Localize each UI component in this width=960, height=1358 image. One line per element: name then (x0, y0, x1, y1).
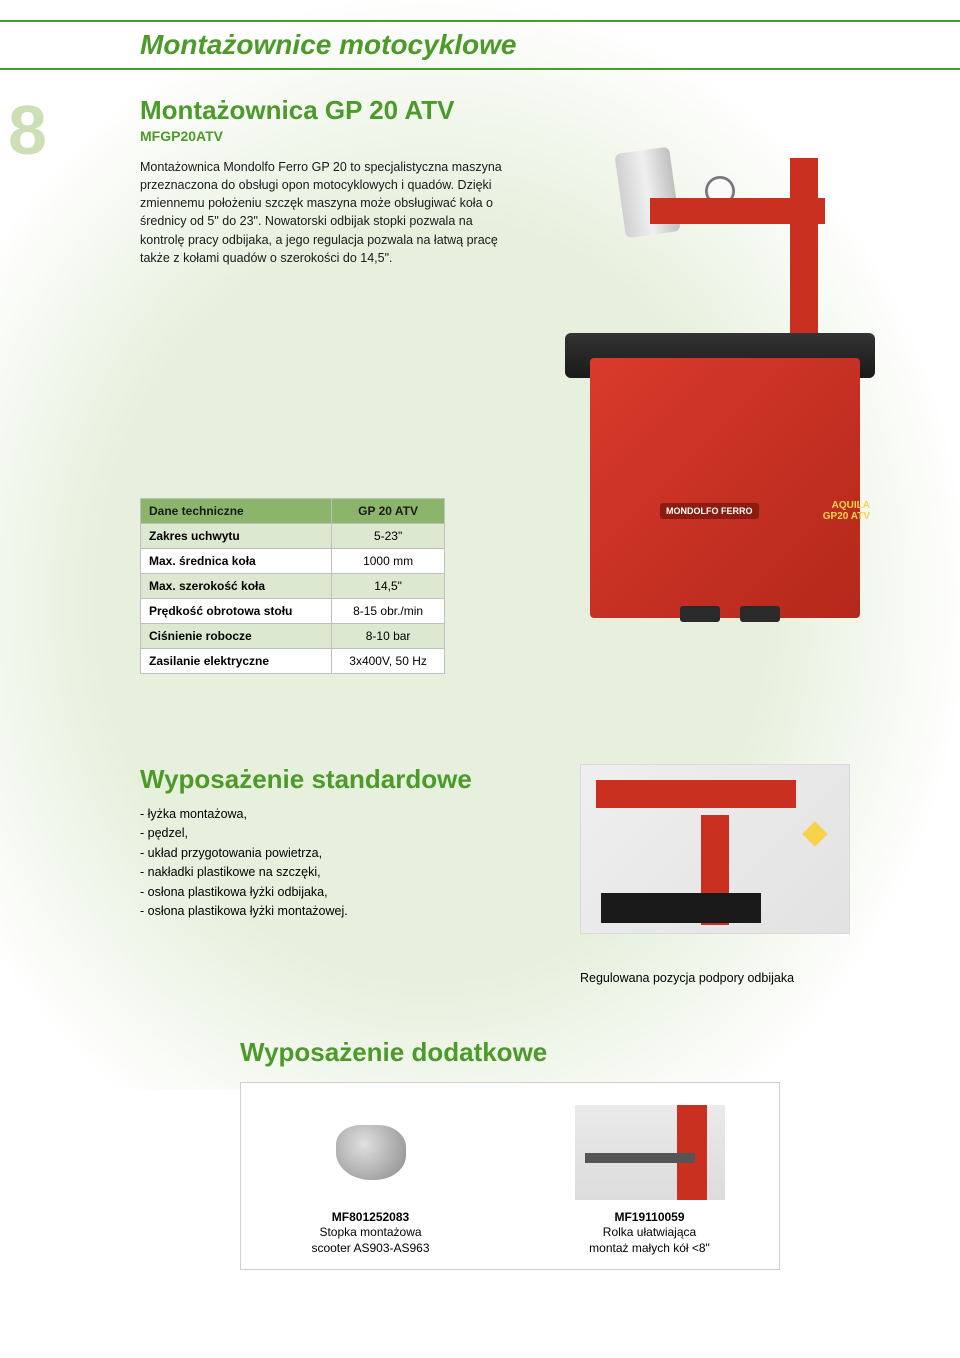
spec-value: 8-10 bar (332, 624, 445, 649)
accessory-code: MF19110059 (550, 1210, 750, 1224)
accessory-desc: Stopka montażowa (271, 1224, 471, 1240)
additional-equipment-title: Wyposażenie dodatkowe (240, 1037, 915, 1068)
additional-equipment-section: Wyposażenie dodatkowe MF801252083 Stopka… (240, 1037, 915, 1269)
accessory-desc: montaż małych kół <8" (550, 1240, 750, 1256)
list-item: - osłona plastikowa łyżki montażowej. (140, 902, 520, 921)
product-title: Montażownica GP 20 ATV (140, 95, 915, 126)
list-item: - nakładki plastikowe na szczęki, (140, 863, 520, 882)
standard-equipment-list: - łyżka montażowa, - pędzel, - układ prz… (140, 805, 520, 921)
accessory-desc: scooter AS903-AS963 (271, 1240, 471, 1256)
list-item: - pędzel, (140, 824, 520, 843)
product-code: MFGP20ATV (140, 128, 915, 144)
product-main-image: MONDOLFO FERRO AQUILA GP20 ATV (550, 158, 915, 618)
accessory-item: MF19110059 Rolka ułatwiająca montaż mały… (550, 1105, 750, 1256)
accessory-box: MF801252083 Stopka montażowa scooter AS9… (240, 1082, 780, 1269)
standard-equipment-image (580, 764, 850, 934)
accessory-image-icon (296, 1105, 446, 1200)
spec-label: Ciśnienie robocze (141, 624, 332, 649)
list-item: - łyżka montażowa, (140, 805, 520, 824)
list-item: - osłona plastikowa łyżki odbijaka, (140, 883, 520, 902)
accessory-code: MF801252083 (271, 1210, 471, 1224)
machine-brand-label: MONDOLFO FERRO (660, 503, 759, 519)
machine-body-icon: MONDOLFO FERRO AQUILA GP20 ATV (590, 358, 860, 618)
standard-equipment-title: Wyposażenie standardowe (140, 764, 520, 795)
product-description: Montażownica Mondolfo Ferro GP 20 to spe… (140, 158, 520, 618)
spec-label: Zasilanie elektryczne (141, 649, 332, 674)
table-row: Zasilanie elektryczne3x400V, 50 Hz (141, 649, 445, 674)
accessory-image-icon (575, 1105, 725, 1200)
machine-arm-icon (730, 158, 880, 358)
list-item: - układ przygotowania powietrza, (140, 844, 520, 863)
standard-equipment-section: Wyposażenie standardowe - łyżka montażow… (140, 764, 915, 934)
machine-model-label: AQUILA GP20 ATV (823, 500, 870, 522)
spec-value: 3x400V, 50 Hz (332, 649, 445, 674)
accessory-desc: Rolka ułatwiająca (550, 1224, 750, 1240)
page-content: Montażownica GP 20 ATV MFGP20ATV Montażo… (0, 0, 960, 1270)
accessory-item: MF801252083 Stopka montażowa scooter AS9… (271, 1105, 471, 1256)
intro-row: Montażownica Mondolfo Ferro GP 20 to spe… (140, 158, 915, 618)
table-row: Ciśnienie robocze8-10 bar (141, 624, 445, 649)
standard-equipment-image-caption: Regulowana pozycja podpory odbijaka (580, 969, 915, 987)
